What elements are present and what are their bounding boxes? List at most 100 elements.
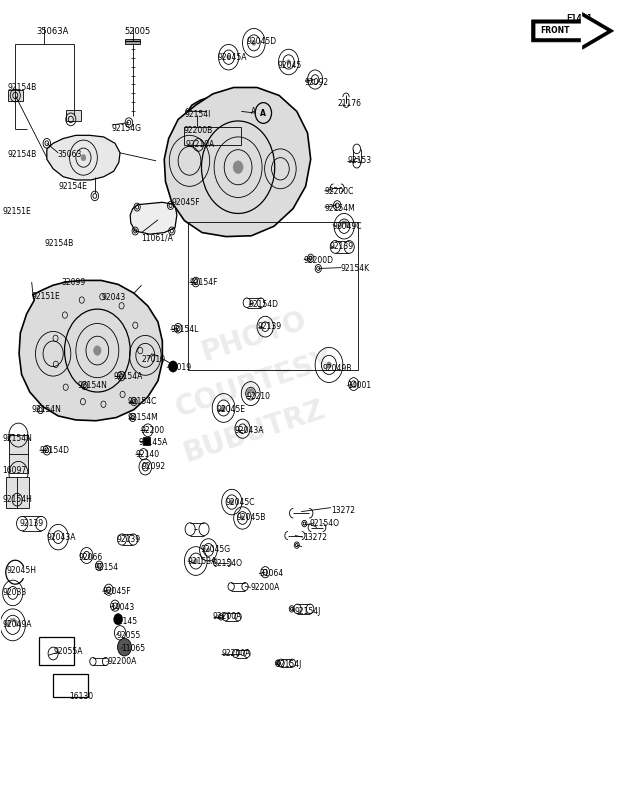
Polygon shape [178, 94, 292, 191]
Text: 21176: 21176 [338, 99, 362, 108]
Polygon shape [47, 135, 120, 180]
Circle shape [327, 362, 332, 368]
Circle shape [241, 516, 244, 520]
Text: 92154O: 92154O [309, 519, 339, 528]
Text: 92154D: 92154D [39, 446, 69, 454]
Circle shape [247, 390, 250, 393]
Bar [143, 438, 150, 446]
Text: FRONT: FRONT [540, 26, 569, 35]
Circle shape [15, 620, 17, 623]
Text: PHOTO: PHOTO [198, 306, 310, 366]
Text: 92151E: 92151E [32, 292, 60, 301]
Text: 92154D: 92154D [249, 300, 279, 309]
Text: 13272: 13272 [303, 533, 327, 542]
Circle shape [222, 406, 226, 410]
Text: 13272: 13272 [331, 506, 355, 514]
Polygon shape [130, 202, 177, 234]
Bar [6, 477, 29, 509]
Circle shape [340, 225, 342, 228]
Text: 92043A: 92043A [47, 533, 76, 542]
Text: 92140: 92140 [135, 450, 159, 458]
Text: 92092: 92092 [141, 462, 165, 471]
Text: 35063A: 35063A [36, 27, 68, 36]
Circle shape [227, 55, 230, 59]
Circle shape [252, 390, 254, 393]
Text: 92153A: 92153A [188, 557, 217, 566]
Text: 52005: 52005 [124, 27, 151, 36]
Text: 92145A: 92145A [139, 438, 169, 446]
Text: 92045D: 92045D [246, 37, 276, 46]
Text: 92049C: 92049C [333, 222, 362, 230]
Text: 92154C: 92154C [127, 397, 157, 406]
Text: 92055: 92055 [116, 630, 141, 640]
Circle shape [8, 623, 10, 626]
Text: 92200A: 92200A [213, 612, 242, 622]
Circle shape [233, 161, 243, 174]
Text: 92153: 92153 [347, 156, 372, 166]
Text: 92045E: 92045E [216, 405, 245, 414]
Circle shape [10, 618, 13, 622]
Text: 92151E: 92151E [3, 207, 32, 216]
Text: 92200A: 92200A [107, 657, 137, 666]
Circle shape [207, 548, 210, 552]
Polygon shape [164, 87, 311, 237]
Text: 92139: 92139 [257, 322, 281, 331]
Text: 27010: 27010 [141, 355, 165, 364]
Text: 92045H: 92045H [6, 566, 36, 575]
Text: 16097: 16097 [3, 466, 27, 474]
Bar [188, 222, 358, 370]
Text: 92043: 92043 [101, 294, 126, 302]
Text: 92049A: 92049A [3, 620, 32, 630]
Text: 16130: 16130 [70, 692, 94, 701]
Text: 92033: 92033 [3, 589, 27, 598]
Text: 31064: 31064 [259, 570, 283, 578]
Text: 92045F: 92045F [102, 587, 131, 596]
Circle shape [8, 620, 11, 623]
Text: 92154A: 92154A [113, 371, 143, 381]
Circle shape [230, 500, 233, 504]
Text: 92049B: 92049B [322, 364, 351, 373]
Circle shape [252, 392, 255, 395]
Bar [66, 110, 81, 121]
Text: 92210A: 92210A [186, 140, 215, 150]
Text: 92066: 92066 [79, 553, 103, 562]
Circle shape [247, 392, 249, 395]
Text: 92154J: 92154J [295, 606, 321, 616]
Text: 92154M: 92154M [127, 413, 158, 422]
Text: 92145: 92145 [113, 617, 138, 626]
Text: A: A [261, 109, 266, 118]
Bar [184, 127, 242, 145]
Text: 92045B: 92045B [236, 514, 266, 522]
Text: 92139: 92139 [116, 535, 140, 544]
Text: 92139: 92139 [19, 519, 43, 528]
Text: 92154B: 92154B [8, 150, 37, 159]
Circle shape [13, 618, 15, 622]
Circle shape [94, 346, 101, 355]
Text: 92154F: 92154F [190, 278, 218, 286]
Text: 92154J: 92154J [276, 660, 302, 669]
Bar [9, 435, 28, 474]
Text: 92154B: 92154B [8, 83, 37, 92]
Text: 92154O: 92154O [213, 559, 243, 568]
Text: 92154L: 92154L [171, 326, 199, 334]
Text: 92154: 92154 [95, 563, 119, 572]
Text: 92055A: 92055A [53, 646, 82, 656]
Circle shape [194, 558, 198, 563]
Circle shape [250, 389, 253, 392]
Polygon shape [19, 281, 162, 421]
Text: 92154E: 92154E [58, 182, 87, 191]
Text: 92154H: 92154H [3, 495, 32, 504]
Polygon shape [532, 13, 614, 50]
Text: 35063: 35063 [57, 150, 81, 159]
Text: 14043: 14043 [110, 602, 134, 612]
Text: 92154N: 92154N [32, 405, 61, 414]
Text: 11061/A: 11061/A [141, 234, 173, 242]
Text: 92045C: 92045C [226, 498, 255, 506]
Circle shape [252, 41, 256, 46]
Text: 14001: 14001 [347, 381, 372, 390]
Text: 92200: 92200 [140, 426, 164, 434]
Text: A: A [251, 107, 257, 116]
Text: 92045F: 92045F [172, 198, 200, 206]
Bar [8, 90, 23, 101]
Bar [39, 637, 74, 665]
